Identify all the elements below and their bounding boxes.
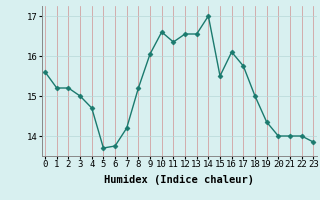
X-axis label: Humidex (Indice chaleur): Humidex (Indice chaleur) <box>104 175 254 185</box>
